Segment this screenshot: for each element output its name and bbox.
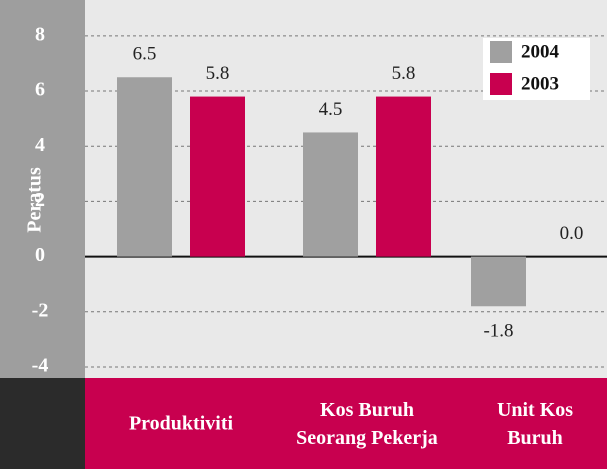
y-axis-panel [0, 0, 85, 378]
value-label: 0.0 [560, 223, 584, 244]
category-panel [85, 378, 607, 469]
y-tick-label: 4 [35, 134, 45, 156]
bar [376, 96, 431, 257]
y-tick-label: 6 [35, 79, 45, 101]
y-tick-label: 0 [35, 244, 45, 266]
corner-panel [0, 378, 85, 469]
bar [117, 77, 172, 257]
legend-swatch [490, 41, 512, 63]
y-tick-label: -2 [32, 299, 49, 321]
y-axis-label: Peratus [24, 167, 46, 233]
bar [303, 132, 358, 257]
legend-label: 2004 [521, 41, 560, 62]
value-label: -1.8 [483, 321, 513, 342]
x-tick-label: Kos Buruh Seorang Pekerja [296, 399, 438, 449]
legend-swatch [490, 73, 512, 95]
value-label: 4.5 [319, 99, 343, 120]
value-label: 5.8 [392, 63, 416, 84]
bar [190, 96, 245, 257]
y-tick-label: 8 [35, 23, 45, 45]
x-tick-label: Unit Kos Buruh [497, 399, 573, 449]
value-label: 5.8 [206, 63, 230, 84]
value-label: 6.5 [133, 44, 157, 65]
legend-label: 2003 [521, 73, 559, 94]
y-tick-label: 2 [35, 189, 45, 211]
y-tick-label: -4 [32, 355, 49, 377]
bar [471, 256, 526, 307]
x-tick-label: Produktiviti [129, 413, 234, 435]
